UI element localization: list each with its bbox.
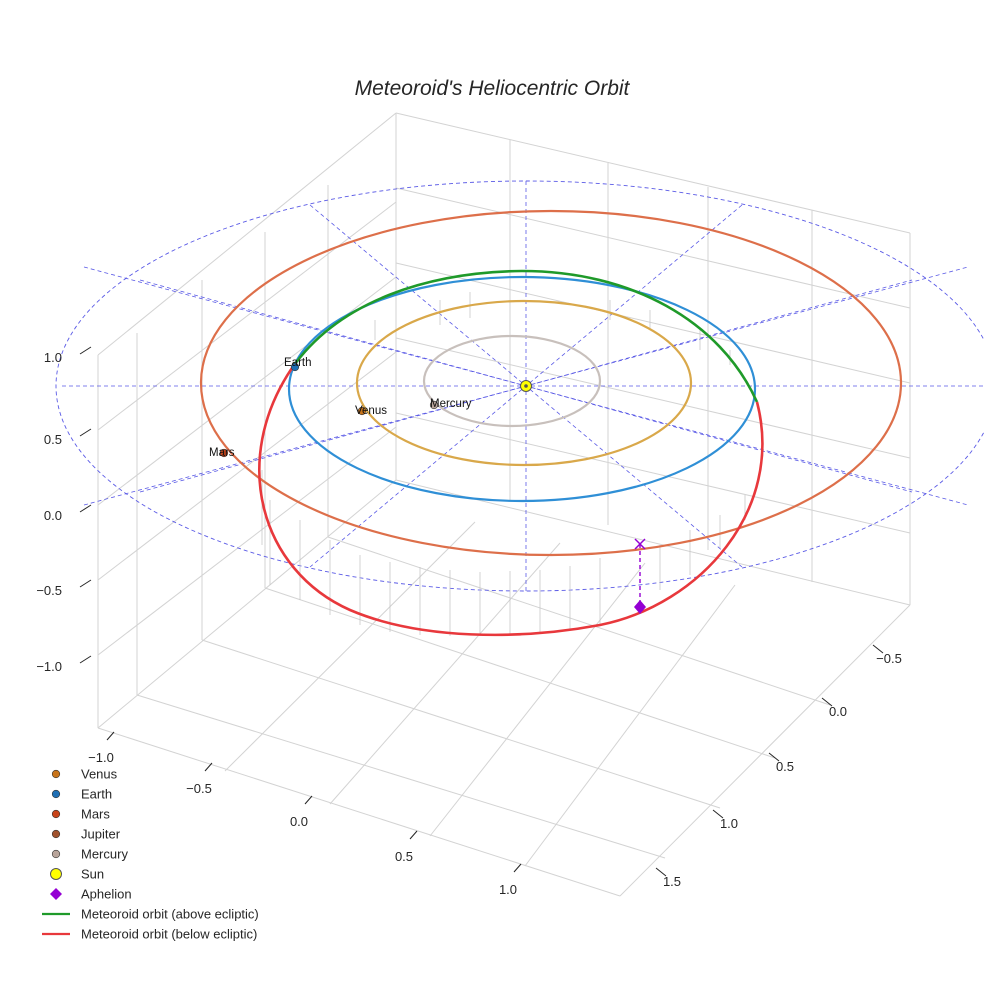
x-tick-label: −0.5 [186,781,212,796]
x-tick-mark [304,795,313,805]
legend-circle-swatch [51,789,61,799]
legend-diamond-swatch [50,888,62,900]
x-tick-label: 0.5 [395,849,413,864]
venus-label: Venus [355,405,387,417]
y-tick-label: 1.0 [720,816,738,831]
grid-line [329,542,561,805]
legend-item: Venus [81,767,118,782]
legend-circle-swatch [51,849,61,859]
mars-label: Mars [209,447,235,459]
legend-item: Sun [81,867,104,882]
z-tick-label: 0.5 [44,432,62,447]
grid-line [97,351,397,581]
earth-marker [290,362,300,372]
x-tick-label: −1.0 [88,750,114,765]
legend-circle-swatch [50,868,62,880]
y-tick-mark [768,752,780,762]
y-tick-mark [872,644,884,654]
legend-item: Aphelion [81,887,132,902]
grid-line [524,584,736,867]
y-tick-label: 1.5 [663,874,681,889]
x-tick-label: 0.0 [290,814,308,829]
grid-line [264,587,776,759]
x-tick-mark [409,830,418,840]
grid-line [395,262,911,384]
venus-marker [357,406,367,416]
legend-circle-swatch [51,809,61,819]
legend-item: Mars [81,807,110,822]
legend: Venus Earth Mars Jupiter Mercury Sun Aphelion M… [42,767,259,942]
grid-line [429,562,646,837]
z-tick-mark [79,428,92,437]
mercury-orbit [422,334,602,428]
sun-center [524,384,528,388]
y-tick-mark [655,867,667,877]
z-tick-mark [79,504,92,513]
z-tick-mark [79,346,92,355]
ecliptic-boundary [55,180,984,592]
legend-item: Jupiter [81,827,121,842]
bodies: Mercury Venus Earth Mars [209,357,646,614]
legend-circle-swatch [51,769,61,779]
x-tick-mark [106,731,115,741]
grid-line [327,536,831,706]
legend-item: Mercury [81,847,128,862]
z-tick-label: 1.0 [44,350,62,365]
x-tick-mark [513,863,522,873]
orbits [199,209,903,637]
x-tick-label: 1.0 [499,882,517,897]
legend-item: Meteoroid orbit (above ecliptic) [81,907,259,922]
mercury-label: Mercury [430,398,472,410]
y-tick-mark [821,697,833,707]
legend-item: Earth [81,787,112,802]
axes-grid [97,112,911,897]
aphelion-marker [634,600,646,614]
y-tick-label: 0.0 [829,704,847,719]
earth-label: Earth [284,357,312,369]
chart-title: Meteoroid's Heliocentric Orbit [355,77,631,100]
z-tick-mark [79,655,92,664]
z-tick-label: 0.0 [44,508,62,523]
grid-line [395,112,911,234]
grid-line [224,521,476,772]
grid-line [619,604,911,897]
y-tick-mark [712,809,724,819]
meteoroid-orbit-above [290,269,759,403]
grid-line [395,479,911,606]
grid-line [201,639,721,809]
grid-line [395,187,911,309]
z-tick-label: −1.0 [36,659,62,674]
z-tick-mark [79,579,92,588]
x-tick-mark [204,762,213,772]
venus-orbit [355,299,693,467]
grid-line [395,337,911,459]
grid-line [97,479,397,729]
grid-line [136,694,666,859]
mars-orbit [199,209,903,557]
mercury-marker [429,400,439,410]
legend-circle-swatch [51,829,61,839]
aphelion-projection-marker [634,538,646,550]
grid-line [97,426,397,656]
meteoroid-orbit-below [258,367,764,637]
grid-line [97,201,397,431]
grid-line [97,727,621,897]
y-tick-label: −0.5 [876,651,902,666]
y-tick-label: 0.5 [776,759,794,774]
z-tick-label: −0.5 [36,583,62,598]
legend-item: Meteoroid orbit (below ecliptic) [81,927,257,942]
tick-labels: −1.0 −0.5 0.0 0.5 1.0 −1.0 −0.5 0.0 0.5 1.0 −0.5 0.… [36,346,902,897]
grid-line [395,412,911,534]
mars-marker [219,448,229,458]
grid-line [97,112,397,356]
earth-orbit [287,275,757,503]
